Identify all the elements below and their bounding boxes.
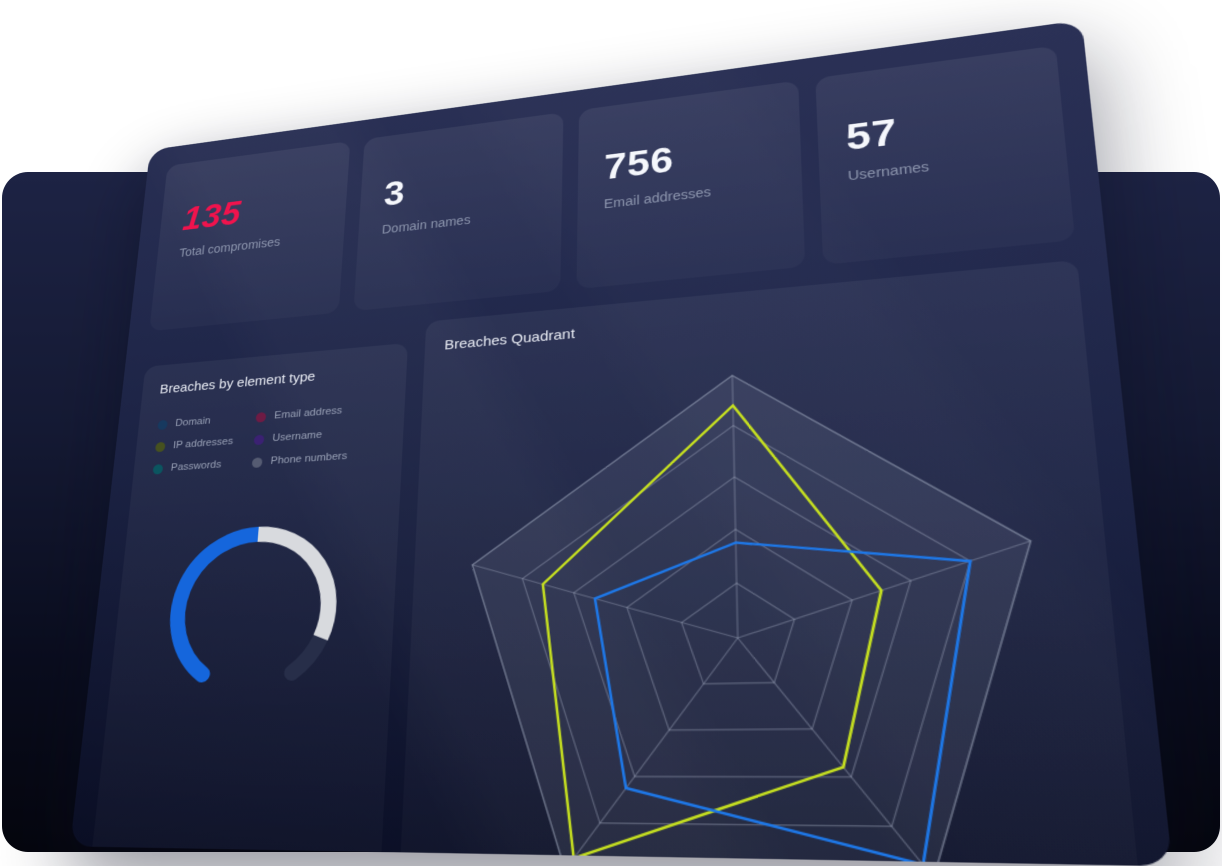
stat-card-total-compromises: 135 Total compromises (149, 141, 350, 332)
gauge-chart (149, 510, 356, 712)
email-address-dot-icon (255, 411, 267, 423)
gauge-segment-blue (172, 534, 258, 675)
legend-item-phone-numbers: Phone numbers (251, 448, 383, 468)
username-dot-icon (253, 434, 265, 445)
legend-item-ip-addresses: IP addresses (154, 435, 247, 452)
radar-chart (399, 264, 1142, 866)
breaches-by-type-title: Breaches by element type (159, 368, 316, 398)
dashboard-panel: 135 Total compromises 3 Domain names 756… (70, 19, 1173, 866)
stat-value-email-addresses: 756 (603, 140, 674, 188)
legend-label-ip-addresses: IP addresses (172, 435, 234, 451)
passwords-dot-icon (152, 463, 164, 475)
gauge-segment-dark (292, 638, 321, 673)
legend-label-passwords: Passwords (170, 459, 222, 474)
legend-item-email-address: Email address (255, 402, 386, 423)
charts-row: Breaches by element type Domain Email ad… (81, 259, 1150, 866)
breaches-by-type-legend: Domain Email address IP addresses Userna… (151, 402, 386, 475)
legend-label-domain: Domain (174, 415, 212, 429)
stat-value-total-compromises: 135 (181, 194, 243, 238)
legend-label-email-address: Email address (273, 405, 343, 422)
breaches-quadrant-card: Breaches Quadrant (395, 259, 1150, 866)
phone-numbers-dot-icon (251, 456, 263, 468)
stat-card-domain-names: 3 Domain names (353, 112, 564, 312)
gauge-segment-silver (250, 530, 334, 639)
legend-item-passwords: Passwords (152, 458, 246, 475)
stat-value-domain-names: 3 (382, 174, 406, 214)
gauge-wrap (148, 510, 355, 717)
radar-outer-ring (461, 353, 1059, 866)
breaches-by-type-card: Breaches by element type Domain Email ad… (81, 342, 408, 866)
legend-item-domain: Domain (157, 412, 249, 430)
legend-item-username: Username (253, 425, 385, 445)
stat-card-email-addresses: 756 Email addresses (576, 80, 805, 290)
stat-value-usernames: 57 (845, 112, 899, 159)
domain-dot-icon (157, 419, 168, 430)
legend-label-username: Username (271, 429, 323, 444)
stat-card-usernames: 57 Usernames (814, 45, 1076, 265)
ip-addresses-dot-icon (154, 441, 166, 452)
legend-label-phone-numbers: Phone numbers (270, 450, 348, 467)
